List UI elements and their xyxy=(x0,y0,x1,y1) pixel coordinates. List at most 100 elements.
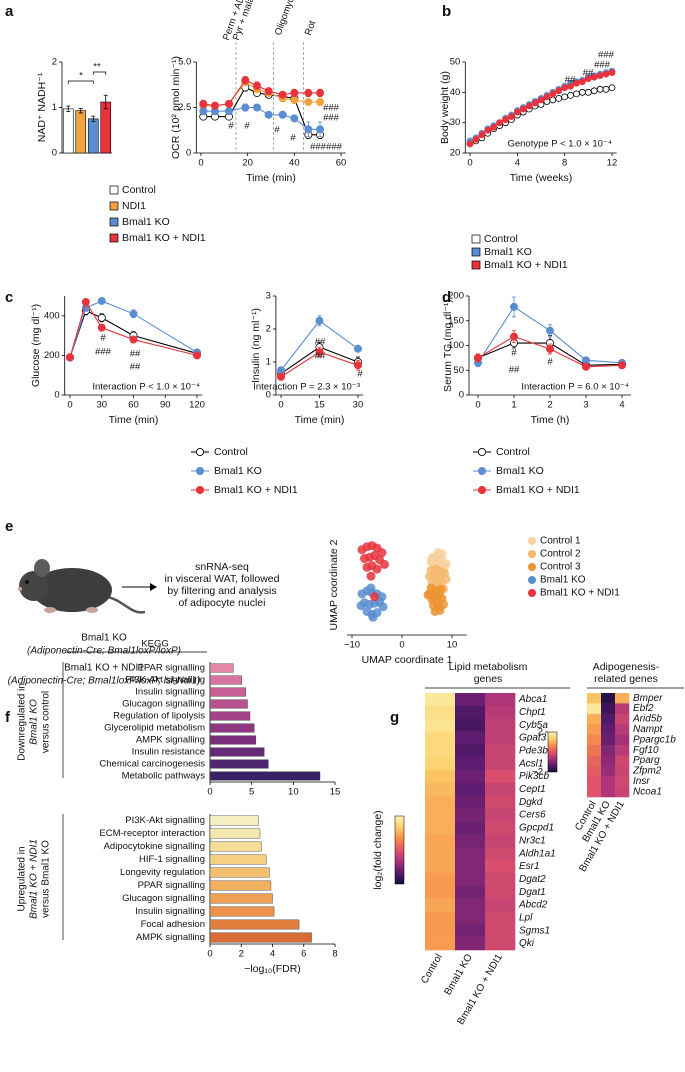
x-tick-label: 40 xyxy=(289,158,300,169)
significance-mark: # xyxy=(511,348,517,359)
heatmap-cell xyxy=(425,718,456,732)
data-point xyxy=(502,116,509,124)
heatmap-cell xyxy=(587,724,602,735)
x-axis-label: Time (h) xyxy=(531,414,570,426)
mouse-illustration xyxy=(17,559,146,614)
bar xyxy=(209,687,247,697)
gene-label: Sgms1 xyxy=(519,925,550,936)
heatmap-cell xyxy=(455,834,486,848)
data-point xyxy=(537,96,545,104)
heatmap-cell xyxy=(601,724,616,735)
group-label: Downregulated in xyxy=(17,683,28,761)
significance-mark: ### xyxy=(594,60,611,71)
significance-mark: # xyxy=(290,133,296,144)
gene-label: Cers6 xyxy=(519,810,546,821)
heatmap-cell xyxy=(615,734,630,746)
heatmap-title: Lipid metabolism xyxy=(449,661,528,673)
data-point xyxy=(567,82,574,90)
gene-label: Fgf10 xyxy=(633,745,659,756)
heatmap-cell xyxy=(615,724,630,735)
heatmap-cell xyxy=(587,755,602,767)
y-tick-label: 200 xyxy=(44,350,60,361)
y-tick-label: 0 xyxy=(459,390,464,401)
data-point xyxy=(97,296,106,305)
category-label: Focal adhesion xyxy=(141,919,205,930)
gene-label: Cept1 xyxy=(519,784,546,795)
y-tick-label: 0 xyxy=(54,390,59,401)
data-point xyxy=(472,135,480,143)
heatmap-cell xyxy=(587,745,602,756)
data-point xyxy=(97,323,106,332)
data-point xyxy=(567,91,574,99)
y-axis-label: Glucose (mg dl⁻¹) xyxy=(30,304,42,387)
legend-marker xyxy=(471,234,481,244)
data-point xyxy=(315,316,324,325)
umap-point xyxy=(436,584,446,594)
group-label: versus Bmal1 KO xyxy=(41,840,52,918)
schematic-step: in visceral WAT, followed xyxy=(165,573,280,585)
bar xyxy=(209,828,261,839)
data-point xyxy=(193,351,202,360)
legend-label: Bmal1 KO xyxy=(496,465,544,477)
data-point xyxy=(578,88,586,96)
x-tick-label: 4 xyxy=(619,400,624,411)
heatmap-cell xyxy=(485,821,516,835)
gene-label: Arid5b xyxy=(632,714,662,725)
legend-label: Bmal1 KO + NDI1 xyxy=(484,259,568,271)
gene-label: Esr1 xyxy=(519,861,540,872)
x-axis-label: Time (min) xyxy=(246,172,296,184)
gene-label: Aldh1a1 xyxy=(518,848,556,859)
legend-marker xyxy=(471,260,481,270)
category-label: Glucagon signalling xyxy=(122,699,205,710)
bar xyxy=(100,101,112,154)
panel-label: f xyxy=(5,709,11,726)
heatmap-cell xyxy=(485,911,516,925)
heatmap-title: related genes xyxy=(594,673,658,685)
legend-marker xyxy=(109,185,119,195)
data-point xyxy=(531,99,539,107)
colorbar xyxy=(547,731,558,773)
group-label: Upregulated in xyxy=(17,846,28,911)
x-tick-label: 10 xyxy=(288,787,299,798)
category-label: Adipocytokine signalling xyxy=(104,841,205,852)
heatmap-cell xyxy=(425,872,456,887)
data-point xyxy=(618,361,627,370)
heatmap-cell xyxy=(455,898,486,912)
gene-label: Zfpm2 xyxy=(632,766,662,777)
heatmap-cell xyxy=(425,705,456,719)
significance-mark: ## xyxy=(315,351,326,362)
y-tick-label: 40 xyxy=(450,87,461,98)
gene-label: Abca1 xyxy=(518,694,547,705)
heatmap-cell xyxy=(587,713,602,725)
heatmap-cell xyxy=(601,734,616,746)
heatmap-cell xyxy=(485,872,516,887)
bar xyxy=(209,747,265,757)
significance-mark: # xyxy=(357,369,363,380)
x-tick-label: 20 xyxy=(242,158,253,169)
legend-label: Control 1 xyxy=(540,536,581,547)
legend-marker xyxy=(477,466,487,476)
series-line xyxy=(203,106,321,130)
heatmap-cell xyxy=(615,755,630,767)
significance-mark: # xyxy=(547,357,553,368)
gene-label: Nr3c1 xyxy=(519,835,546,846)
x-axis-label: −log₁₀(FDR) xyxy=(244,963,301,975)
genotype-label: Bmal1 KO xyxy=(81,633,127,644)
y-tick-label: 5.0 xyxy=(178,57,191,68)
x-tick-label: 0 xyxy=(207,949,212,960)
data-point xyxy=(496,119,504,127)
x-tick-label: 4 xyxy=(270,949,275,960)
data-point xyxy=(490,123,498,131)
data-point xyxy=(316,125,325,134)
umap-point xyxy=(437,549,447,559)
umap-point xyxy=(377,548,387,558)
heatmap-cell xyxy=(455,705,486,719)
y-tick-label: 50 xyxy=(453,365,464,376)
y-axis-label: Body weight (g) xyxy=(439,71,451,144)
category-label: Chemical carcinogenesis xyxy=(99,759,205,770)
category-label: Glucagon signalling xyxy=(122,893,205,904)
heatmap-cell xyxy=(587,776,602,787)
column-label: Bmal1 KO xyxy=(443,952,475,997)
bar xyxy=(209,841,262,852)
data-point xyxy=(129,335,138,344)
